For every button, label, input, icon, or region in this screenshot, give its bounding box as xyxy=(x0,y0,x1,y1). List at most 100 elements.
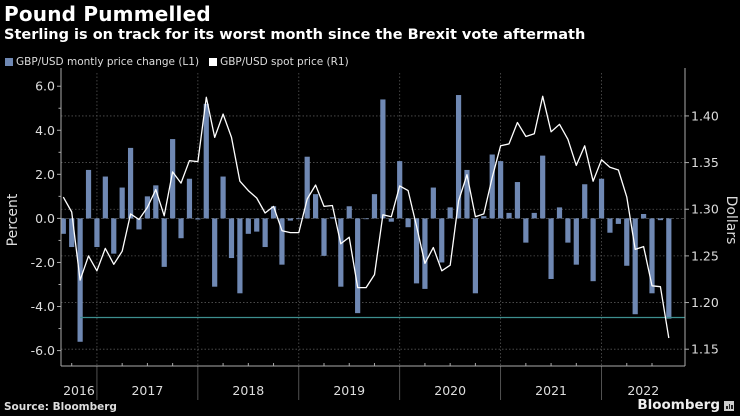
bar-2018-01 xyxy=(203,103,209,219)
source-note: Source: Bloomberg xyxy=(4,401,117,413)
right-axis-tick-label: 1.25 xyxy=(691,248,719,263)
bar-2021-05 xyxy=(540,155,546,219)
bar-2018-02 xyxy=(212,218,218,287)
bar-2022-03 xyxy=(624,218,630,266)
right-axis-tick-label: 1.40 xyxy=(691,108,719,123)
right-axis-tick-label: 1.35 xyxy=(691,155,719,170)
bar-2017-02 xyxy=(111,218,117,254)
x-axis-year-label: 2019 xyxy=(333,383,365,398)
bar-2019-07 xyxy=(355,218,361,314)
bar-2021-10 xyxy=(582,184,588,219)
bar-2018-08 xyxy=(262,218,268,248)
bar-2017-09 xyxy=(170,139,176,219)
x-axis-year-label: 2017 xyxy=(131,383,163,398)
left-axis-tick-label: -2.0 xyxy=(31,255,55,270)
left-axis-tick-label: -4.0 xyxy=(31,299,55,314)
chart-icon xyxy=(724,401,734,411)
x-axis-year-label: 2020 xyxy=(434,383,466,398)
bloomberg-logo: Bloomberg xyxy=(637,397,720,413)
left-axis-tick-label: 4.0 xyxy=(35,123,55,138)
right-axis-tick-label: 1.30 xyxy=(691,202,719,217)
bar-2016-11 xyxy=(85,169,92,219)
bar-2021-06 xyxy=(548,218,554,279)
left-axis-tick-label: -6.0 xyxy=(31,343,55,358)
legend-label: GBP/USD spot price (R1) xyxy=(220,56,349,68)
bar-2019-02 xyxy=(313,194,319,219)
bar-2019-01 xyxy=(304,156,310,219)
bar-2017-08 xyxy=(161,218,167,267)
bar-2020-04 xyxy=(430,187,436,219)
bar-2021-01 xyxy=(506,212,512,219)
bar-2022-02 xyxy=(615,218,621,224)
spot-price-line xyxy=(62,95,670,339)
legend-swatch-line xyxy=(209,58,218,66)
bar-2022-01 xyxy=(607,218,613,233)
bar-2020-03 xyxy=(422,218,428,289)
legend-label: GBP/USD montly price change (L1) xyxy=(16,56,200,68)
legend-item-spot-price: GBP/USD spot price (R1) xyxy=(209,56,349,68)
bar-2021-02 xyxy=(514,182,521,219)
left-axis-title: Percent xyxy=(5,193,21,246)
bar-2017-12 xyxy=(195,218,201,220)
bar-2019-04 xyxy=(329,217,336,219)
bar-2019-06 xyxy=(346,206,352,219)
bar-2018-04 xyxy=(228,218,235,259)
x-axis-year-label: 2022 xyxy=(627,383,659,398)
left-axis-tick-label: 6.0 xyxy=(35,79,55,94)
chart-title: Pound Pummelled xyxy=(4,2,211,26)
left-axis-tick-label: 0.0 xyxy=(35,211,55,226)
bar-2016-12 xyxy=(94,218,100,248)
bar-2020-12 xyxy=(498,161,504,219)
bar-2018-10 xyxy=(279,218,285,265)
bar-2022-06 xyxy=(649,218,655,294)
bar-2020-11 xyxy=(489,154,495,219)
x-axis-year-label: 2021 xyxy=(535,383,567,398)
x-axis-year-label: 2018 xyxy=(232,383,264,398)
bar-2018-06 xyxy=(245,218,251,234)
bar-2021-04 xyxy=(531,212,537,219)
bar-2018-09 xyxy=(270,206,277,219)
bar-2017-10 xyxy=(178,218,184,239)
bar-2022-04 xyxy=(632,218,638,315)
bar-2022-08 xyxy=(666,218,672,319)
bar-2017-04 xyxy=(127,147,134,219)
bar-2021-08 xyxy=(565,218,571,243)
bar-2020-10 xyxy=(481,216,487,219)
legend: GBP/USD montly price change (L1) GBP/USD… xyxy=(5,56,349,68)
bar-2017-05 xyxy=(136,218,142,230)
bar-2016-08 xyxy=(60,218,66,234)
bar-2019-05 xyxy=(338,218,344,287)
bar-2021-07 xyxy=(556,207,563,219)
bar-2017-01 xyxy=(102,176,108,219)
legend-item-price-change: GBP/USD montly price change (L1) xyxy=(5,56,199,68)
bar-2021-03 xyxy=(523,218,529,243)
bar-2020-07 xyxy=(455,95,462,219)
left-axis-tick-label: 2.0 xyxy=(35,167,55,182)
right-axis-tick-label: 1.20 xyxy=(691,295,719,310)
bar-2020-05 xyxy=(439,218,445,263)
right-axis-title: Dollars xyxy=(723,196,739,245)
bar-2018-03 xyxy=(220,176,226,219)
bar-2019-09 xyxy=(371,194,378,219)
bar-2017-03 xyxy=(119,187,125,219)
bar-2019-12 xyxy=(397,161,403,219)
bar-2020-09 xyxy=(472,218,478,294)
bar-2018-05 xyxy=(237,218,243,294)
bar-2016-09 xyxy=(69,218,75,248)
right-axis-tick-label: 1.15 xyxy=(691,342,719,357)
bar-2021-12 xyxy=(598,178,605,219)
bar-2019-08 xyxy=(363,218,369,220)
bar-2017-07 xyxy=(153,185,159,219)
bar-2020-02 xyxy=(413,218,420,284)
x-axis-year-label: 2016 xyxy=(63,383,95,398)
chart-subtitle: Sterling is on track for its worst month… xyxy=(4,27,586,43)
bar-2022-05 xyxy=(640,213,647,219)
bar-2020-01 xyxy=(405,218,411,228)
bar-2018-07 xyxy=(254,218,260,232)
bar-2022-07 xyxy=(657,218,664,221)
bar-2018-12 xyxy=(296,218,302,220)
bar-2021-09 xyxy=(573,218,579,265)
bar-2020-06 xyxy=(447,207,453,219)
bar-2019-11 xyxy=(388,218,394,222)
